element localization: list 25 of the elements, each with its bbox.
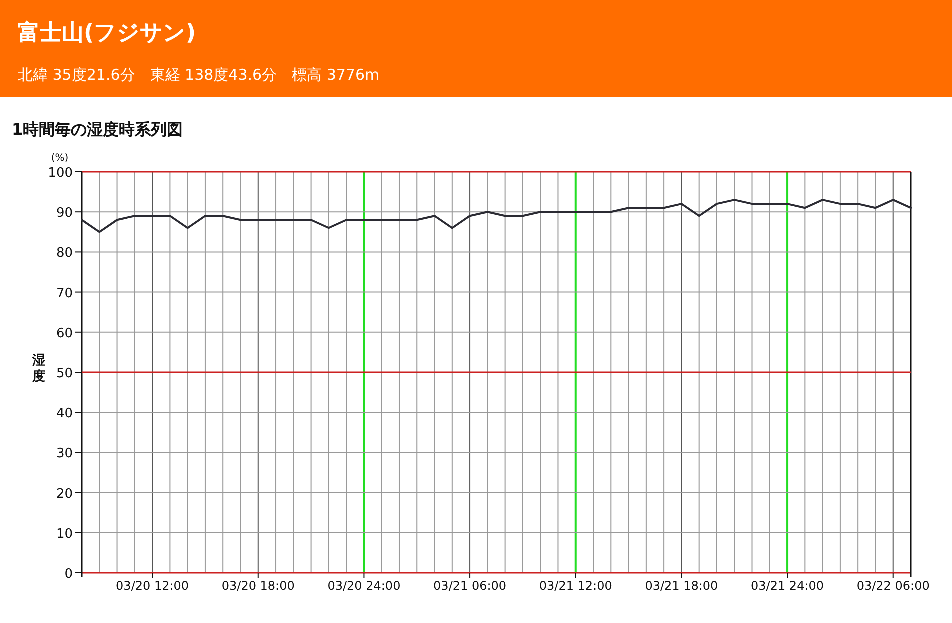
x-tick-label: 03/20 24:00: [328, 579, 401, 593]
x-tick-label: 03/21 06:00: [434, 579, 507, 593]
text: 北緯 35度21.6分 東経 138度43.6分 標高 3776m: [18, 66, 380, 84]
y-tick-label: 0: [64, 567, 73, 582]
chart-title: 1時間毎の湿度時系列図: [12, 120, 184, 139]
y-tick-label: 80: [56, 246, 73, 262]
y-tick-label: 90: [56, 206, 73, 222]
y-tick-label: 20: [56, 486, 73, 502]
y-tick-label: 70: [56, 286, 73, 302]
y-tick-label: 30: [56, 446, 73, 462]
line-series: [81, 199, 912, 234]
x-tick-label: 03/21 12:00: [539, 579, 612, 593]
y-tick-label: 100: [48, 166, 73, 181]
y-tick-label: 10: [56, 526, 73, 542]
x-tick-label: 03/20 12:00: [116, 579, 190, 593]
y-tick-label: 40: [56, 406, 73, 422]
x-tick-label: 03/20 18:00: [222, 579, 295, 593]
text: (%): [51, 153, 69, 164]
x-tick-label: 03/21 24:00: [751, 579, 824, 593]
y-axis-title: 湿度: [32, 354, 46, 384]
x-tick-label: 03/21 18:00: [645, 579, 718, 593]
x-tick-label: 03/22 06:00: [856, 579, 930, 593]
y-tick-label: 60: [56, 326, 73, 342]
y-tick-label: 50: [56, 366, 73, 382]
text: 富士山(フジサン): [18, 20, 196, 46]
